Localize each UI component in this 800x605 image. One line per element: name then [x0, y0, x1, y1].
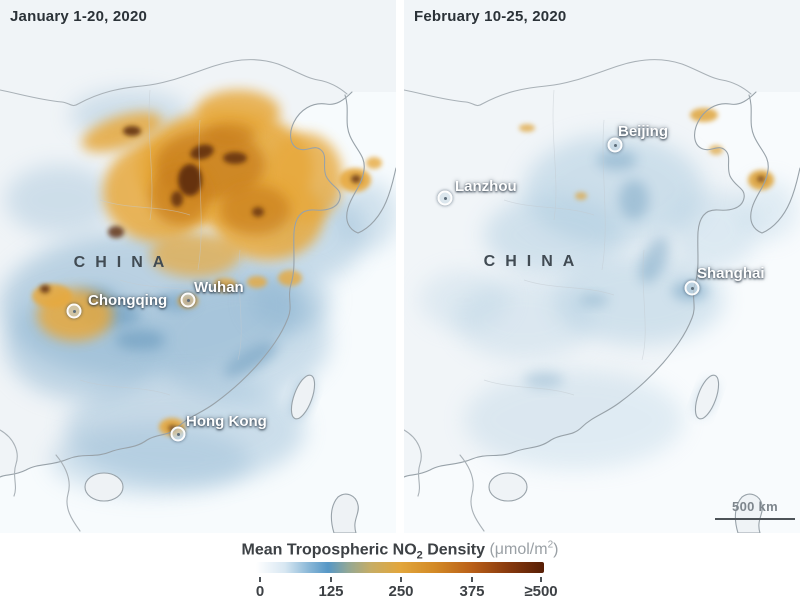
legend-tick-label-250: 250: [388, 583, 414, 600]
legend-tick-label-125: 125: [318, 583, 344, 600]
map-panel-january: January 1-20, 2020 CHINA Chongqing Wuhan…: [0, 0, 396, 533]
city-label-lanzhou: Lanzhou: [455, 178, 517, 195]
legend-title: Mean Tropospheric NO2 Density (μmol/m2): [0, 540, 800, 562]
legend-units-post: ): [553, 541, 559, 559]
legend-tick-label-500: ≥500: [524, 583, 558, 600]
legend-colorbar: [256, 562, 544, 573]
city-marker-wuhan: [180, 292, 196, 308]
legend-tick-125: [330, 577, 332, 582]
city-label-shanghai: Shanghai: [697, 265, 765, 282]
city-marker-shanghai: [684, 280, 700, 296]
map-scale-bar: 500 km: [715, 499, 795, 520]
city-label-hong-kong: Hong Kong: [186, 413, 267, 430]
marker-dot-icon: [613, 143, 617, 147]
legend-title-after: Density: [422, 541, 490, 559]
legend-tick-0: [259, 577, 261, 582]
city-label-beijing: Beijing: [618, 123, 669, 140]
map-january-graphic: [0, 0, 396, 533]
map-panel-february: February 10-25, 2020 CHINA Lanzhou Beiji…: [404, 0, 800, 533]
legend-tick-500: [540, 577, 542, 582]
legend-units-sup: 2: [547, 540, 554, 551]
scale-line: [715, 518, 795, 520]
panel-title-february: February 10-25, 2020: [414, 8, 567, 25]
country-label-china-left: CHINA: [73, 254, 175, 271]
marker-dot-icon: [72, 309, 76, 313]
city-label-wuhan: Wuhan: [194, 279, 244, 296]
legend-tick-375: [471, 577, 473, 582]
legend-title-subscript: 2: [416, 549, 423, 562]
city-label-chongqing: Chongqing: [88, 292, 168, 309]
legend-tick-250: [400, 577, 402, 582]
city-marker-chongqing: [66, 303, 82, 319]
city-marker-lanzhou: [437, 190, 453, 206]
legend: Mean Tropospheric NO2 Density (μmol/m2) …: [0, 533, 800, 605]
scale-label: 500 km: [732, 499, 778, 514]
marker-dot-icon: [186, 298, 190, 302]
legend-units-pre: (μmol/m: [489, 541, 548, 559]
legend-tick-label-375: 375: [459, 583, 485, 600]
city-marker-beijing: [607, 137, 623, 153]
country-label-china-right: CHINA: [483, 253, 585, 270]
legend-title-main: Mean Tropospheric NO: [241, 541, 417, 559]
city-marker-hong-kong: [170, 426, 186, 442]
marker-dot-icon: [176, 432, 180, 436]
marker-dot-icon: [443, 196, 447, 200]
map-february-graphic: [404, 0, 800, 533]
panel-title-january: January 1-20, 2020: [10, 8, 148, 25]
marker-dot-icon: [690, 286, 694, 290]
legend-tick-label-0: 0: [255, 583, 265, 600]
